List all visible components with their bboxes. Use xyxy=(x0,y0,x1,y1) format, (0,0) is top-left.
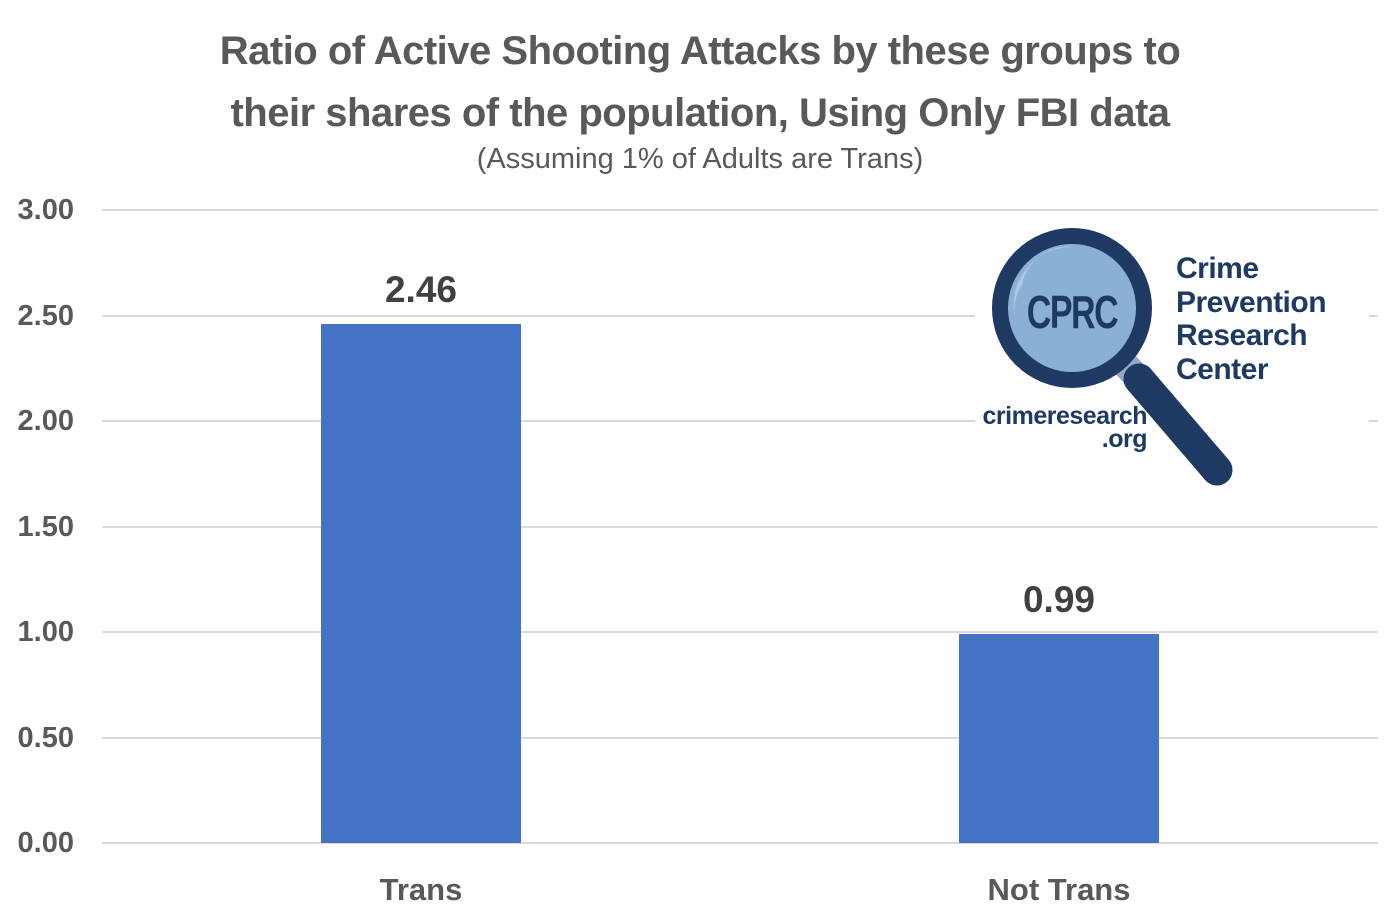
y-tick-label: 0.50 xyxy=(17,721,74,754)
value-label-trans: 2.46 xyxy=(384,268,457,310)
y-tick-label: 3.00 xyxy=(17,194,74,226)
magnifying-glass-icon xyxy=(992,228,1233,486)
value-label-not-trans: 0.99 xyxy=(1022,579,1095,621)
plot-area: 2.46 0.99 xyxy=(102,209,1378,844)
gridline-2.00 xyxy=(102,420,1378,422)
gridline-1.50 xyxy=(102,525,1378,528)
chart-subtitle: (Assuming 1% of Adults are Trans) xyxy=(476,143,924,175)
gridline-1.00 xyxy=(102,631,1378,633)
logo-website: crimeresearch .org xyxy=(975,402,1148,453)
y-tick-label: 1.50 xyxy=(17,510,74,543)
logo-acronym: CPRC xyxy=(1026,286,1119,338)
chart-title-line2: their shares of the population, Using On… xyxy=(230,91,1170,135)
logo-org-name-line4: Center xyxy=(1176,352,1269,386)
logo-org-name-line2: Prevention xyxy=(1176,285,1327,319)
bar-not-trans xyxy=(959,634,1159,843)
gridline-3.00 xyxy=(102,209,1378,211)
logo-website-line2: .org xyxy=(1101,425,1148,453)
bar-trans xyxy=(321,323,521,843)
logo-org-name-line3: Research xyxy=(1176,319,1308,352)
logo-org-name-line1: Crime xyxy=(1176,252,1259,285)
cprc-logo: CPRC Crime Prevention Research Center cr… xyxy=(975,222,1369,498)
y-tick-label: 2.00 xyxy=(17,405,74,437)
y-tick-label: 0.00 xyxy=(17,827,74,859)
y-tick-label: 2.50 xyxy=(17,299,74,332)
x-tick-label-not-trans: Not Trans xyxy=(987,872,1131,907)
logo-website-line1: crimeresearch xyxy=(982,402,1148,430)
x-tick-label-trans: Trans xyxy=(379,872,463,907)
chart-title: Ratio of Active Shooting Attacks by thes… xyxy=(0,20,1400,144)
gridline-2.50 xyxy=(102,314,1378,317)
y-tick-label: 1.00 xyxy=(17,616,74,648)
logo-org-name: Crime Prevention Research Center xyxy=(1176,252,1366,386)
gridline-0.50 xyxy=(102,736,1378,739)
chart-title-line1: Ratio of Active Shooting Attacks by thes… xyxy=(219,29,1181,73)
gridline-0.00 xyxy=(102,842,1378,844)
